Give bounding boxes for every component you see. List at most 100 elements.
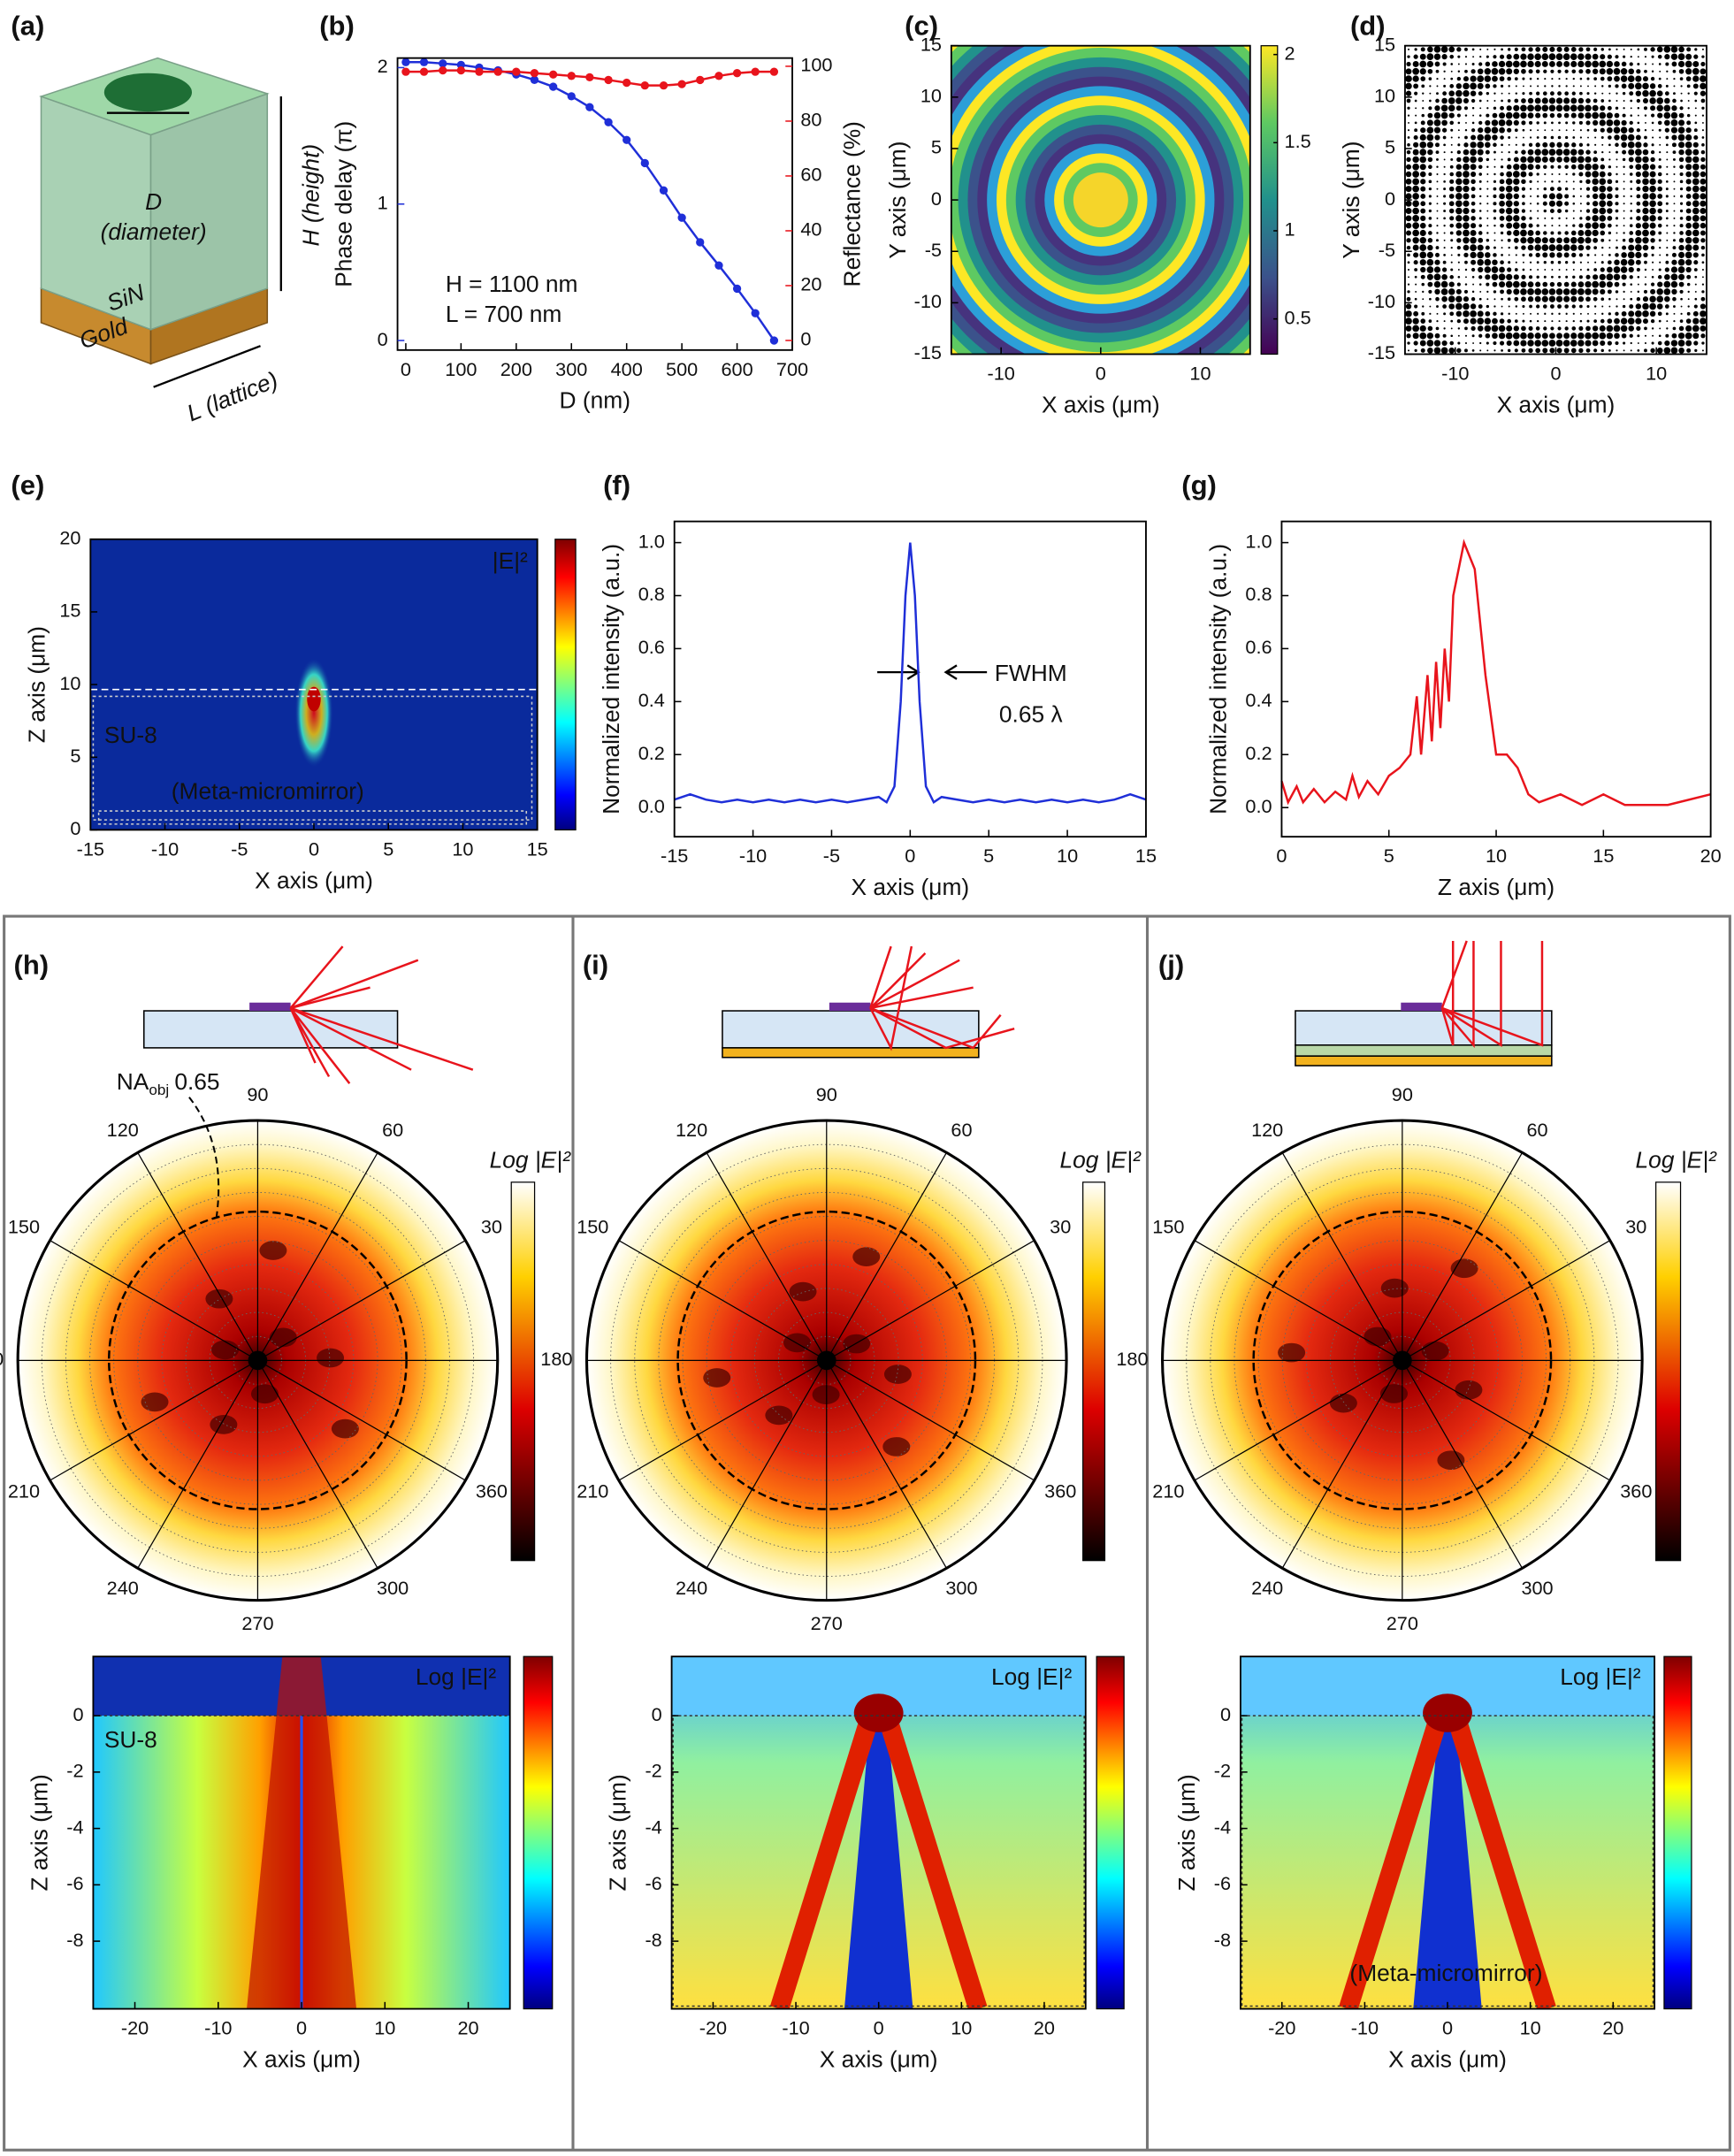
- pillar-dot: [1685, 259, 1692, 266]
- pillar-dot: [1530, 312, 1532, 315]
- pillar-dot: [1558, 217, 1561, 220]
- pillar-dot: [1520, 171, 1527, 178]
- pillar-dot: [1678, 119, 1685, 126]
- y-tick-label: 0.2: [638, 742, 665, 764]
- pillar-dot: [1629, 172, 1633, 176]
- pillar-dot: [1486, 239, 1490, 242]
- panel-label: (b): [319, 11, 355, 42]
- pillar-dot: [1700, 68, 1707, 75]
- pillar-dot: [1587, 136, 1589, 139]
- pillar-dot: [1477, 82, 1484, 89]
- pillar-dot: [1529, 187, 1532, 190]
- y-tick-label: -10: [1368, 290, 1395, 312]
- pillar-dot: [1665, 202, 1669, 205]
- pillar-dot: [1537, 77, 1539, 80]
- pillar-dot: [1419, 156, 1426, 164]
- pillar-dot: [1700, 149, 1706, 155]
- y-axis-label: Z axis (μm): [26, 1774, 52, 1891]
- pillar-dot: [1534, 237, 1541, 244]
- pillar-dot: [1692, 229, 1700, 237]
- pillar-dot: [1486, 187, 1489, 190]
- pillar-dot: [1493, 48, 1496, 50]
- pillar-dot: [1407, 143, 1410, 147]
- pillar-dot: [1593, 348, 1598, 353]
- pillar-dot: [1427, 325, 1433, 332]
- pillar-dot: [1657, 186, 1662, 192]
- pillar-dot: [1427, 281, 1433, 287]
- pillar-dot: [1443, 239, 1446, 241]
- pillar-dot: [1693, 128, 1698, 133]
- pillar-dot: [1680, 92, 1683, 95]
- pillar-dot: [1484, 75, 1492, 82]
- pillar-dot: [1629, 120, 1633, 126]
- pillar-dot: [1412, 156, 1419, 164]
- pillar-dot: [1513, 237, 1519, 243]
- pillar-dot: [1457, 327, 1461, 330]
- pillar-dot: [1664, 304, 1669, 309]
- data-point: [732, 69, 742, 78]
- pillar-dot: [1457, 143, 1461, 147]
- pillar-dot: [1565, 135, 1569, 140]
- pillar-dot: [1412, 317, 1419, 325]
- pillar-dot: [1500, 260, 1504, 265]
- annotation: Log |E|²: [416, 1663, 497, 1690]
- pillar-dot: [1592, 208, 1599, 214]
- pillar-dot: [1493, 194, 1497, 198]
- pillar-dot: [1557, 187, 1562, 192]
- pillar-dot: [1421, 311, 1425, 316]
- pillar-dot: [1577, 53, 1585, 60]
- y-tick-label: -15: [914, 341, 942, 363]
- pillar-dot: [1493, 202, 1497, 206]
- pillar-dot: [1470, 223, 1477, 229]
- pillar-dot: [1548, 193, 1555, 200]
- pillar-dot: [1450, 150, 1453, 154]
- pillar-dot: [1448, 303, 1455, 310]
- pillar-dot: [1413, 252, 1419, 258]
- y-tick-label: 5: [70, 745, 80, 767]
- pillar-dot: [1585, 274, 1591, 279]
- pillar-dot: [1544, 180, 1547, 183]
- pillar-dot: [1650, 245, 1655, 250]
- pillar-dot: [1621, 119, 1627, 126]
- pillar-dot: [1664, 273, 1670, 280]
- pillar-dot: [1478, 180, 1482, 183]
- pillar-dot: [1600, 157, 1605, 162]
- pillar-dot: [1429, 99, 1432, 103]
- spoke: [826, 1359, 1035, 1481]
- pillar-dot: [1701, 283, 1705, 286]
- pillar-dot: [1637, 275, 1640, 279]
- pillar-dot: [1456, 113, 1461, 118]
- pillar-dot: [1479, 341, 1482, 345]
- pillar-dot: [1634, 149, 1642, 156]
- pillar-dot: [1530, 129, 1532, 132]
- pillar-dot: [1492, 112, 1498, 119]
- dark-lobe: [1329, 1393, 1357, 1413]
- pillar-dot: [1486, 107, 1489, 110]
- pillar-dot: [1636, 201, 1641, 206]
- pillar-dot: [1701, 143, 1705, 147]
- pillar-dot: [1627, 134, 1635, 141]
- pillar-dot: [1419, 244, 1427, 251]
- pillar-dot: [1427, 347, 1433, 354]
- pillar-dot: [1677, 53, 1685, 61]
- pillar-dot: [1507, 157, 1511, 162]
- pillar-dot: [1579, 319, 1583, 323]
- spoke: [137, 1360, 258, 1569]
- dark-lobe: [812, 1385, 840, 1404]
- beam: [1339, 1712, 1449, 2009]
- data-point: [456, 65, 466, 75]
- dark-lobe: [1437, 1450, 1465, 1471]
- pillar-dot: [1579, 195, 1582, 197]
- pillar-dot: [1680, 85, 1683, 88]
- pillar-dot: [1406, 230, 1412, 236]
- pillar-dot: [1685, 208, 1692, 214]
- pillar-dot: [1428, 106, 1432, 111]
- pillar-dot: [1692, 207, 1700, 215]
- pillar-dot: [1513, 215, 1520, 222]
- pillar-dot: [1637, 107, 1640, 110]
- pillar-dot: [1435, 98, 1440, 103]
- colorbar-label: Log |E|²: [490, 1147, 572, 1174]
- pillar-dot: [1542, 304, 1547, 309]
- pillar-dot: [1535, 348, 1541, 354]
- x-tick-label: -10: [151, 837, 179, 860]
